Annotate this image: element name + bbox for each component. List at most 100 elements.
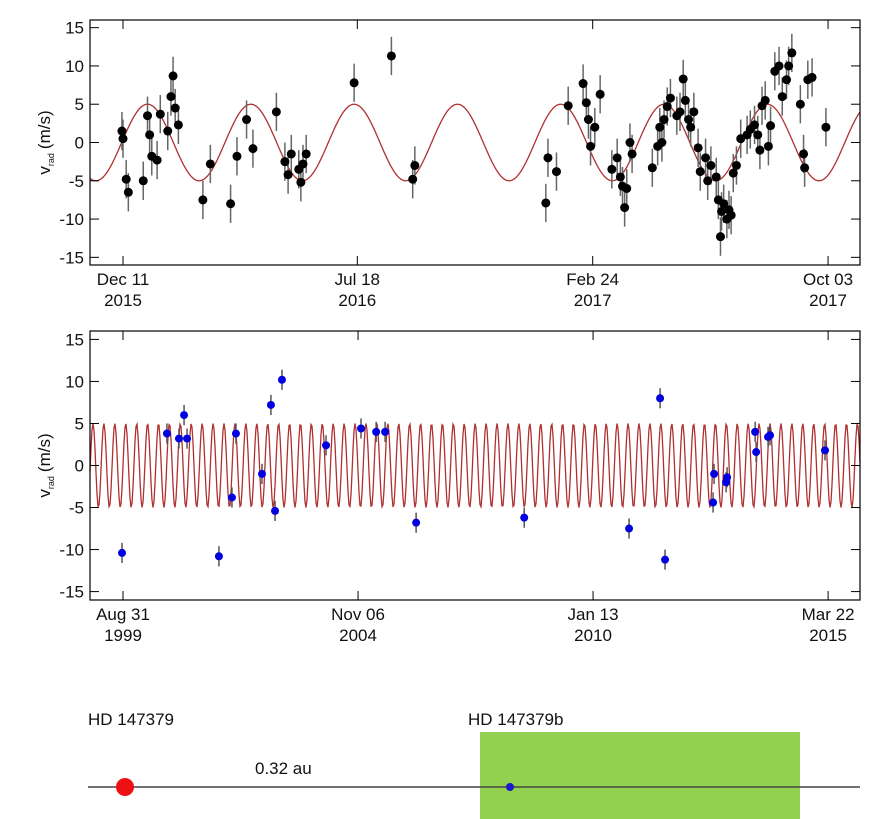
data-point	[719, 199, 729, 209]
x-tick-label: Feb 24	[566, 270, 619, 289]
y-tick-label: -5	[69, 172, 84, 191]
data-point	[655, 122, 665, 132]
data-point	[701, 153, 711, 163]
x-tick-label: Jul 18	[335, 270, 380, 289]
data-point	[706, 160, 716, 170]
data-point	[581, 98, 591, 108]
data-point	[242, 115, 252, 125]
y-tick-label: -10	[59, 210, 84, 229]
data-point	[145, 130, 155, 140]
data-point	[766, 431, 775, 440]
y-label-subscript: rad	[46, 153, 56, 166]
data-point	[755, 145, 765, 155]
data-point	[661, 555, 670, 564]
data-point	[543, 153, 553, 163]
data-point	[715, 232, 725, 242]
y-tick-label: 5	[75, 414, 84, 433]
data-point	[408, 174, 418, 184]
data-point	[283, 170, 293, 180]
data-point	[174, 434, 183, 443]
data-point	[386, 51, 396, 61]
data-point	[410, 160, 420, 170]
data-point	[678, 74, 688, 84]
x-tick-label: Dec 11	[97, 270, 150, 289]
y-tick-label: -10	[59, 541, 84, 560]
data-point	[590, 122, 600, 132]
data-point	[214, 552, 223, 561]
y-axis-label: vrad (m/s)	[35, 433, 56, 497]
data-point	[753, 130, 763, 140]
data-point	[563, 101, 573, 111]
y-tick-label: 10	[65, 57, 84, 76]
data-point	[693, 143, 703, 153]
distance-label: 0.32 au	[255, 759, 312, 778]
model-curve	[89, 421, 861, 510]
data-point	[612, 153, 622, 163]
data-point	[662, 102, 672, 112]
y-tick-label: 15	[65, 330, 84, 349]
data-point	[166, 92, 176, 102]
data-point	[726, 210, 736, 220]
data-point	[143, 111, 153, 121]
data-point	[766, 121, 776, 131]
data-point	[751, 427, 760, 436]
x-tick-label: 2015	[104, 291, 142, 310]
x-tick-label: 2017	[574, 291, 612, 310]
data-point	[296, 177, 306, 187]
data-point	[709, 498, 718, 507]
data-point	[322, 441, 331, 450]
x-tick-label: 2004	[339, 626, 377, 645]
data-point	[821, 446, 830, 455]
data-point	[800, 163, 810, 173]
data-point	[595, 89, 605, 99]
data-point	[277, 375, 286, 384]
data-point	[205, 159, 215, 169]
y-tick-label: 15	[65, 19, 84, 38]
data-point	[622, 183, 632, 193]
data-point	[349, 78, 359, 88]
data-point	[152, 155, 162, 165]
data-point	[763, 141, 773, 151]
planet	[506, 783, 514, 791]
data-point	[680, 95, 690, 105]
planet-label: HD 147379b	[468, 710, 563, 729]
data-point	[117, 126, 127, 136]
data-point	[656, 394, 665, 403]
data-point	[298, 159, 308, 169]
data-point	[774, 61, 784, 71]
star-label: HD 147379	[88, 710, 174, 729]
data-point	[162, 429, 171, 438]
data-point	[760, 95, 770, 105]
data-point	[301, 149, 311, 159]
y-tick-label: 0	[75, 134, 84, 153]
y-label-subscript: rad	[46, 476, 56, 489]
data-point	[620, 203, 630, 213]
data-point	[381, 427, 390, 436]
y-label-symbol: v	[35, 166, 54, 175]
data-point	[180, 411, 189, 420]
data-point	[121, 174, 131, 184]
data-point	[627, 149, 637, 159]
y-tick-label: -15	[59, 583, 84, 602]
data-point	[684, 115, 694, 125]
data-point	[173, 120, 183, 130]
data-point	[357, 424, 366, 433]
x-tick-label: 2016	[338, 291, 376, 310]
data-point	[286, 149, 296, 159]
data-point	[168, 71, 178, 81]
data-point	[198, 195, 208, 205]
data-point	[248, 144, 258, 154]
y-axis-label: vrad (m/s)	[35, 110, 56, 174]
data-point	[551, 167, 561, 177]
data-point	[232, 151, 242, 161]
data-point	[750, 120, 760, 130]
data-point	[118, 548, 127, 557]
x-tick-label: Jan 13	[568, 605, 619, 624]
data-point	[266, 400, 275, 409]
habitable-zone	[480, 732, 800, 819]
data-point	[280, 157, 290, 167]
x-tick-label: 2010	[574, 626, 612, 645]
data-point	[703, 176, 713, 186]
data-point	[271, 107, 281, 117]
